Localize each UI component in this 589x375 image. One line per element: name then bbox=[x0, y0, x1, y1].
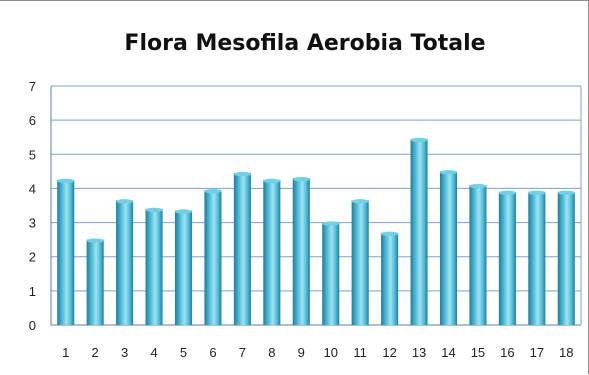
bar bbox=[351, 200, 369, 325]
bar bbox=[57, 179, 75, 325]
bar bbox=[292, 178, 310, 325]
x-tick-label: 2 bbox=[92, 345, 99, 360]
x-tick-label: 7 bbox=[239, 345, 246, 360]
bar-top-cap bbox=[351, 199, 369, 204]
bar-top-cap bbox=[557, 190, 575, 196]
bar-top-cap bbox=[86, 238, 104, 243]
y-tick-label: 6 bbox=[29, 113, 36, 128]
bar-top-cap bbox=[116, 199, 134, 204]
x-tick-label: 3 bbox=[121, 345, 128, 360]
bar bbox=[498, 191, 516, 325]
bar bbox=[116, 200, 134, 325]
bar-top-cap bbox=[145, 207, 163, 213]
bar bbox=[204, 190, 222, 325]
y-tick-label: 1 bbox=[29, 284, 36, 299]
y-tick-label: 4 bbox=[29, 181, 36, 196]
bar-top-cap bbox=[469, 183, 487, 189]
bar bbox=[145, 208, 163, 325]
x-tick-label: 11 bbox=[353, 345, 367, 360]
x-tick-label: 9 bbox=[298, 345, 305, 360]
x-tick-label: 16 bbox=[500, 345, 514, 360]
bar bbox=[439, 171, 458, 325]
bar bbox=[233, 173, 251, 325]
bar bbox=[86, 239, 104, 325]
x-tick-label: 10 bbox=[323, 345, 337, 360]
chart-title: Flora Mesofila Aerobia Totale bbox=[124, 31, 486, 56]
x-tick-label: 1 bbox=[62, 345, 69, 360]
x-tick-label: 13 bbox=[412, 345, 426, 360]
x-tick-label: 8 bbox=[268, 345, 275, 360]
bar-top-cap bbox=[233, 171, 251, 177]
x-tick-label: 12 bbox=[382, 345, 396, 360]
y-tick-label: 7 bbox=[29, 79, 36, 94]
bar bbox=[381, 232, 399, 325]
bar-top-cap bbox=[292, 176, 310, 182]
bar-top-cap bbox=[204, 188, 222, 194]
bar bbox=[174, 210, 193, 325]
bar bbox=[528, 191, 546, 325]
bar bbox=[469, 185, 487, 325]
bar-top-cap bbox=[439, 170, 458, 175]
x-tick-label: 14 bbox=[441, 345, 455, 360]
bar bbox=[263, 179, 281, 325]
bar-top-cap bbox=[263, 178, 281, 184]
x-tick-label: 5 bbox=[180, 345, 187, 360]
bar-top-cap bbox=[322, 221, 340, 226]
y-tick-label: 0 bbox=[29, 318, 36, 333]
bar-top-cap bbox=[528, 190, 546, 196]
bar bbox=[557, 191, 575, 325]
bar-top-cap bbox=[381, 231, 399, 237]
x-tick-label: 6 bbox=[209, 345, 216, 360]
x-tick-label: 15 bbox=[471, 345, 485, 360]
y-tick-label: 3 bbox=[29, 216, 36, 231]
bar bbox=[410, 138, 428, 325]
y-tick-label: 2 bbox=[29, 250, 36, 265]
bar-top-cap bbox=[57, 178, 75, 184]
bar-top-cap bbox=[174, 209, 193, 214]
y-tick-label: 5 bbox=[29, 147, 36, 162]
bar-top-cap bbox=[498, 190, 516, 196]
x-tick-label: 17 bbox=[530, 345, 544, 360]
bar bbox=[322, 222, 340, 325]
x-tick-label: 18 bbox=[559, 345, 573, 360]
x-tick-label: 4 bbox=[150, 345, 157, 360]
bar-top-cap bbox=[410, 137, 428, 143]
